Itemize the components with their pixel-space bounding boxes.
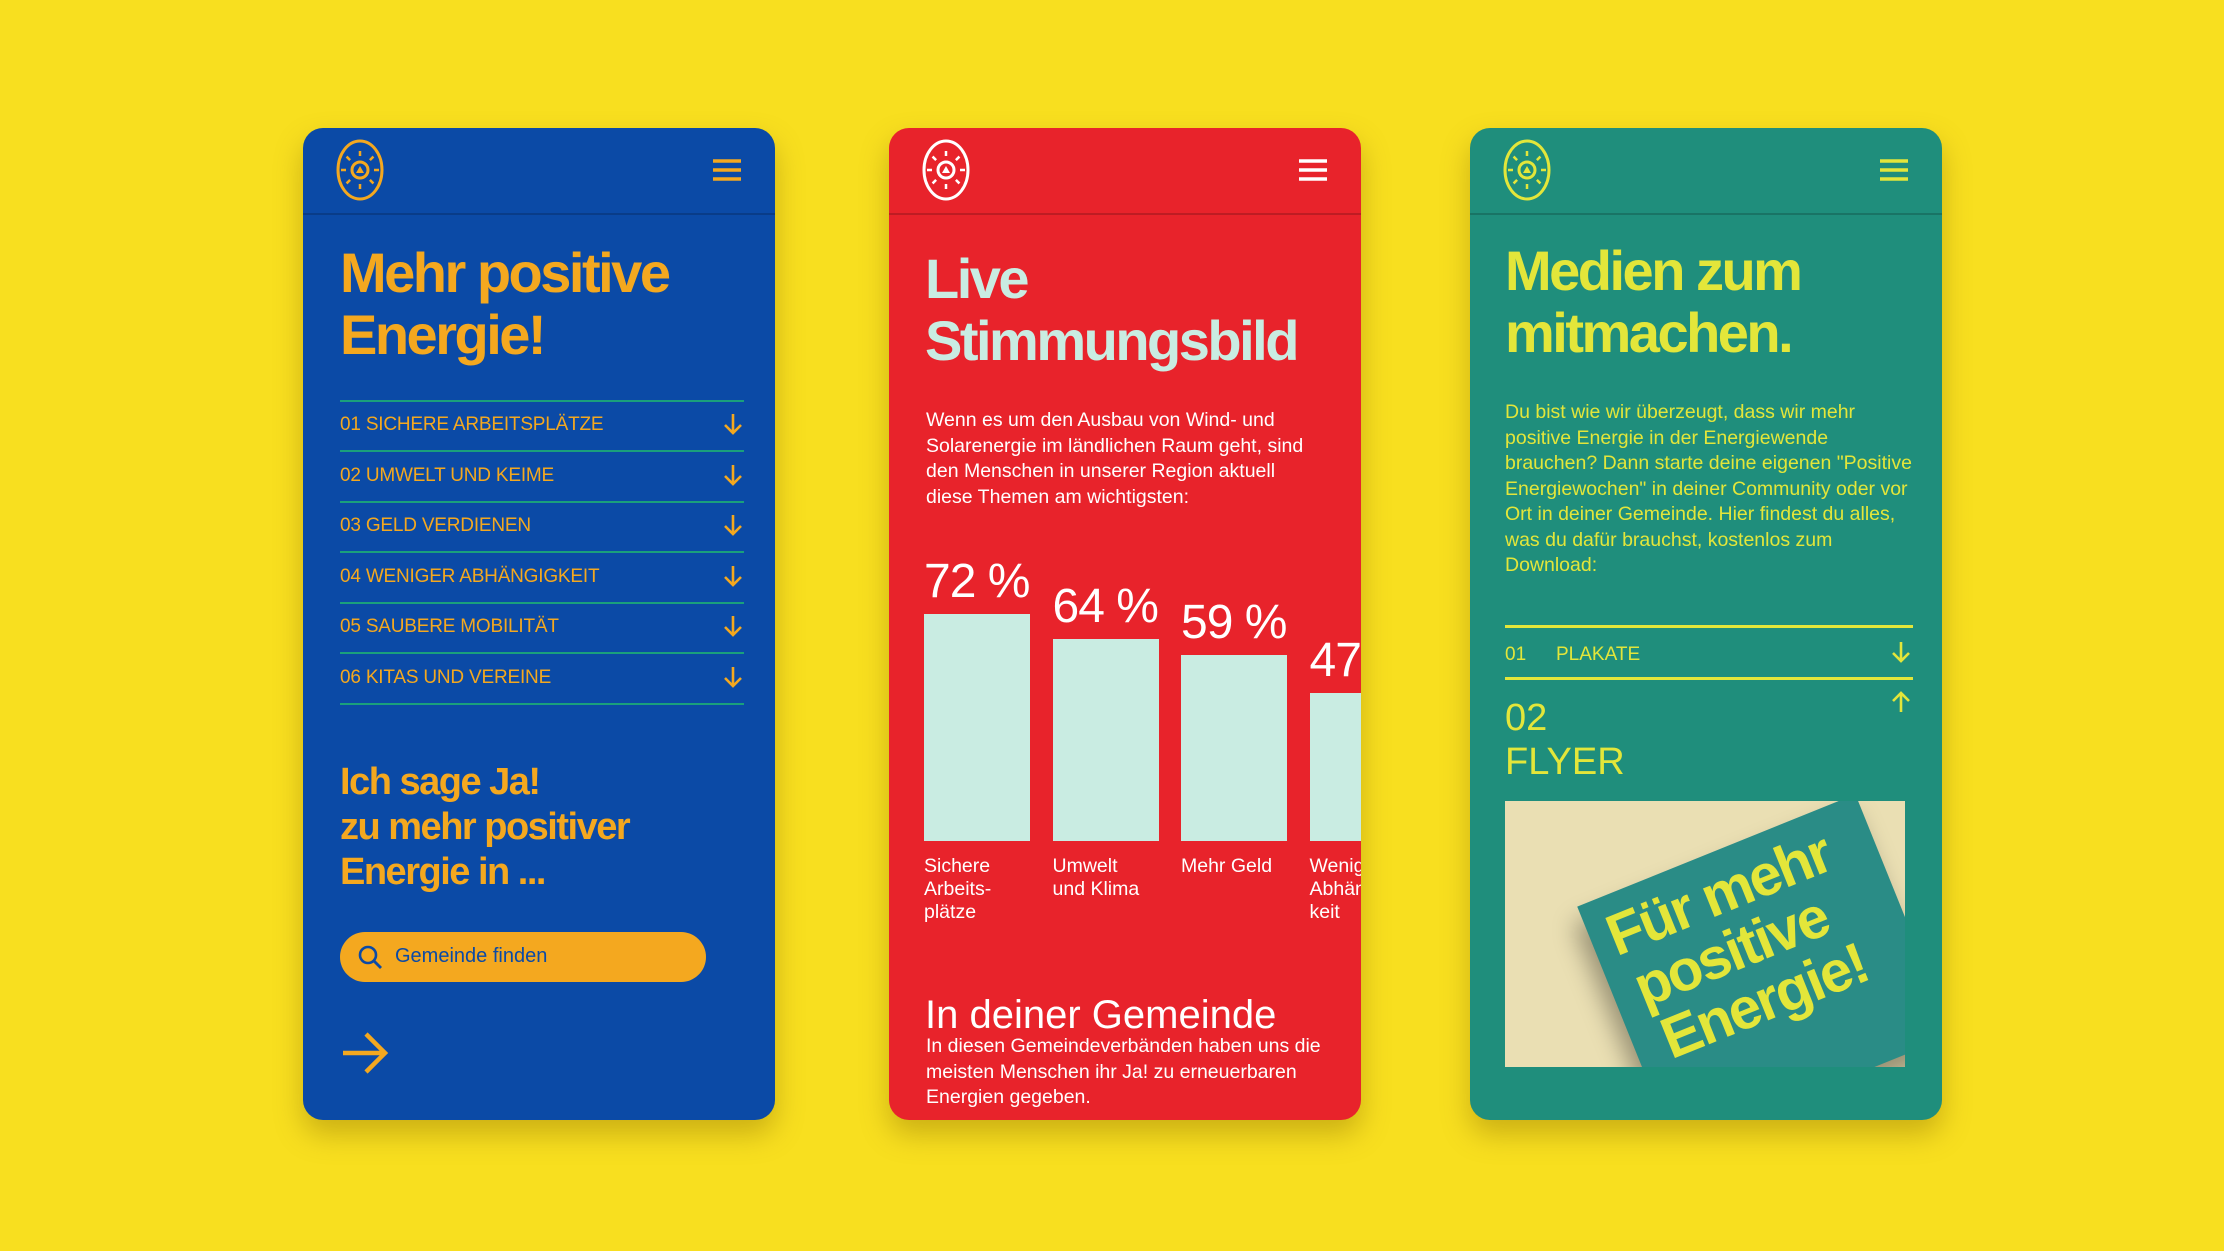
- category-label: Mehr Geld: [1181, 855, 1273, 877]
- category-label: Sichere: [924, 855, 991, 877]
- search-placeholder: Gemeinde finden: [395, 945, 548, 967]
- cta-line: zu mehr positiver: [340, 806, 631, 848]
- expand-arrow[interactable]: [722, 463, 744, 487]
- bar: [924, 614, 1030, 841]
- menu-button[interactable]: [1299, 158, 1327, 182]
- intro-text: Wenn es um den Ausbau von Wind- und Sola…: [926, 409, 1304, 508]
- topic-item[interactable]: 01 SICHERE ARBEITSPLÄTZE: [340, 414, 604, 435]
- header-bar: [889, 128, 1361, 215]
- logo[interactable]: [336, 139, 384, 201]
- topic-item[interactable]: 06 KITAS UND VEREINE: [340, 666, 552, 688]
- bar-value-label: 72 %: [924, 555, 1030, 609]
- collapse-arrow[interactable]: [1890, 691, 1912, 715]
- download-label[interactable]: PLAKATE: [1556, 644, 1641, 665]
- download-number[interactable]: 02: [1505, 697, 1548, 739]
- download-label[interactable]: FLYER: [1505, 741, 1625, 783]
- section-text: In diesen Gemeindeverbänden haben uns di…: [926, 1035, 1321, 1108]
- divider: [340, 702, 744, 705]
- topic-item[interactable]: 02 UMWELT UND KEIME: [340, 464, 555, 486]
- search-icon: [358, 945, 382, 969]
- cta-line: Energie in ...: [340, 851, 546, 893]
- headline: Live: [925, 247, 1030, 310]
- menu-button[interactable]: [1880, 158, 1908, 182]
- intro-text: Du bist wie wir überzeugt, dass wir mehr…: [1505, 401, 1912, 576]
- cta-line: Ich sage Ja!: [340, 761, 541, 803]
- expand-arrow[interactable]: [722, 412, 744, 436]
- expand-arrow[interactable]: [1890, 640, 1912, 664]
- bar: [1181, 655, 1287, 841]
- divider: [340, 652, 744, 654]
- menu-button[interactable]: [713, 158, 741, 182]
- category-label: und Klima: [1052, 878, 1140, 900]
- next-arrow[interactable]: [340, 1028, 390, 1078]
- category-label: Umwelt: [1052, 855, 1118, 877]
- headline: Medien zum: [1505, 239, 1803, 302]
- category-label: Arbeits-: [924, 878, 992, 900]
- category-label: Weniger: [1309, 855, 1362, 877]
- divider: [1505, 677, 1913, 680]
- headline: Mehr positive: [340, 241, 671, 304]
- topic-item[interactable]: 05 SAUBERE MOBILITÄT: [340, 616, 559, 637]
- divider: [340, 551, 744, 553]
- divider: [1505, 625, 1913, 628]
- headline: mitmachen.: [1505, 301, 1794, 364]
- divider: [340, 450, 744, 452]
- screen-media: Medien zum mitmachen. Du bist wie wir über…: [1470, 128, 1942, 1120]
- bar-value-label: 59 %: [1181, 596, 1287, 650]
- expand-arrow[interactable]: [722, 513, 744, 537]
- search-field[interactable]: Gemeinde finden: [340, 932, 706, 982]
- flyer-image: Für mehr positive Energie!: [1505, 801, 1905, 1067]
- logo[interactable]: [1503, 139, 1551, 201]
- category-label: Abhängig-: [1309, 878, 1362, 900]
- logo[interactable]: [922, 139, 970, 201]
- header-bar: [303, 128, 775, 215]
- screen-poll: Live Stimmungsbild Wenn es um den Ausbau v…: [889, 128, 1361, 1120]
- category-label: keit: [1309, 901, 1340, 923]
- bar-value-label: 64 %: [1052, 580, 1159, 634]
- screen-topics: Mehr positive Energie! 01 SICHERE ARBEITSP…: [303, 128, 775, 1120]
- headline: Energie!: [340, 303, 547, 366]
- download-number[interactable]: 01: [1505, 644, 1527, 665]
- topic-item[interactable]: 04 WENIGER ABHÄNGIGKEIT: [340, 565, 600, 587]
- flyer: Für mehr positive Energie!: [1577, 801, 1905, 1067]
- divider: [340, 400, 744, 402]
- divider: [340, 601, 744, 604]
- section-title: In deiner Gemeinde: [925, 993, 1277, 1037]
- bar: [1052, 639, 1159, 841]
- topic-item[interactable]: 03 GELD VERDIENEN: [340, 515, 531, 536]
- bar: [1309, 692, 1361, 841]
- expand-arrow[interactable]: [722, 614, 744, 638]
- headline: Stimmungsbild: [925, 309, 1299, 372]
- expand-arrow[interactable]: [722, 564, 744, 588]
- bar-value-label: 47 %: [1309, 633, 1362, 687]
- divider: [340, 500, 744, 503]
- header-bar: [1470, 128, 1942, 215]
- expand-arrow[interactable]: [722, 665, 744, 689]
- category-label: plätze: [924, 901, 977, 923]
